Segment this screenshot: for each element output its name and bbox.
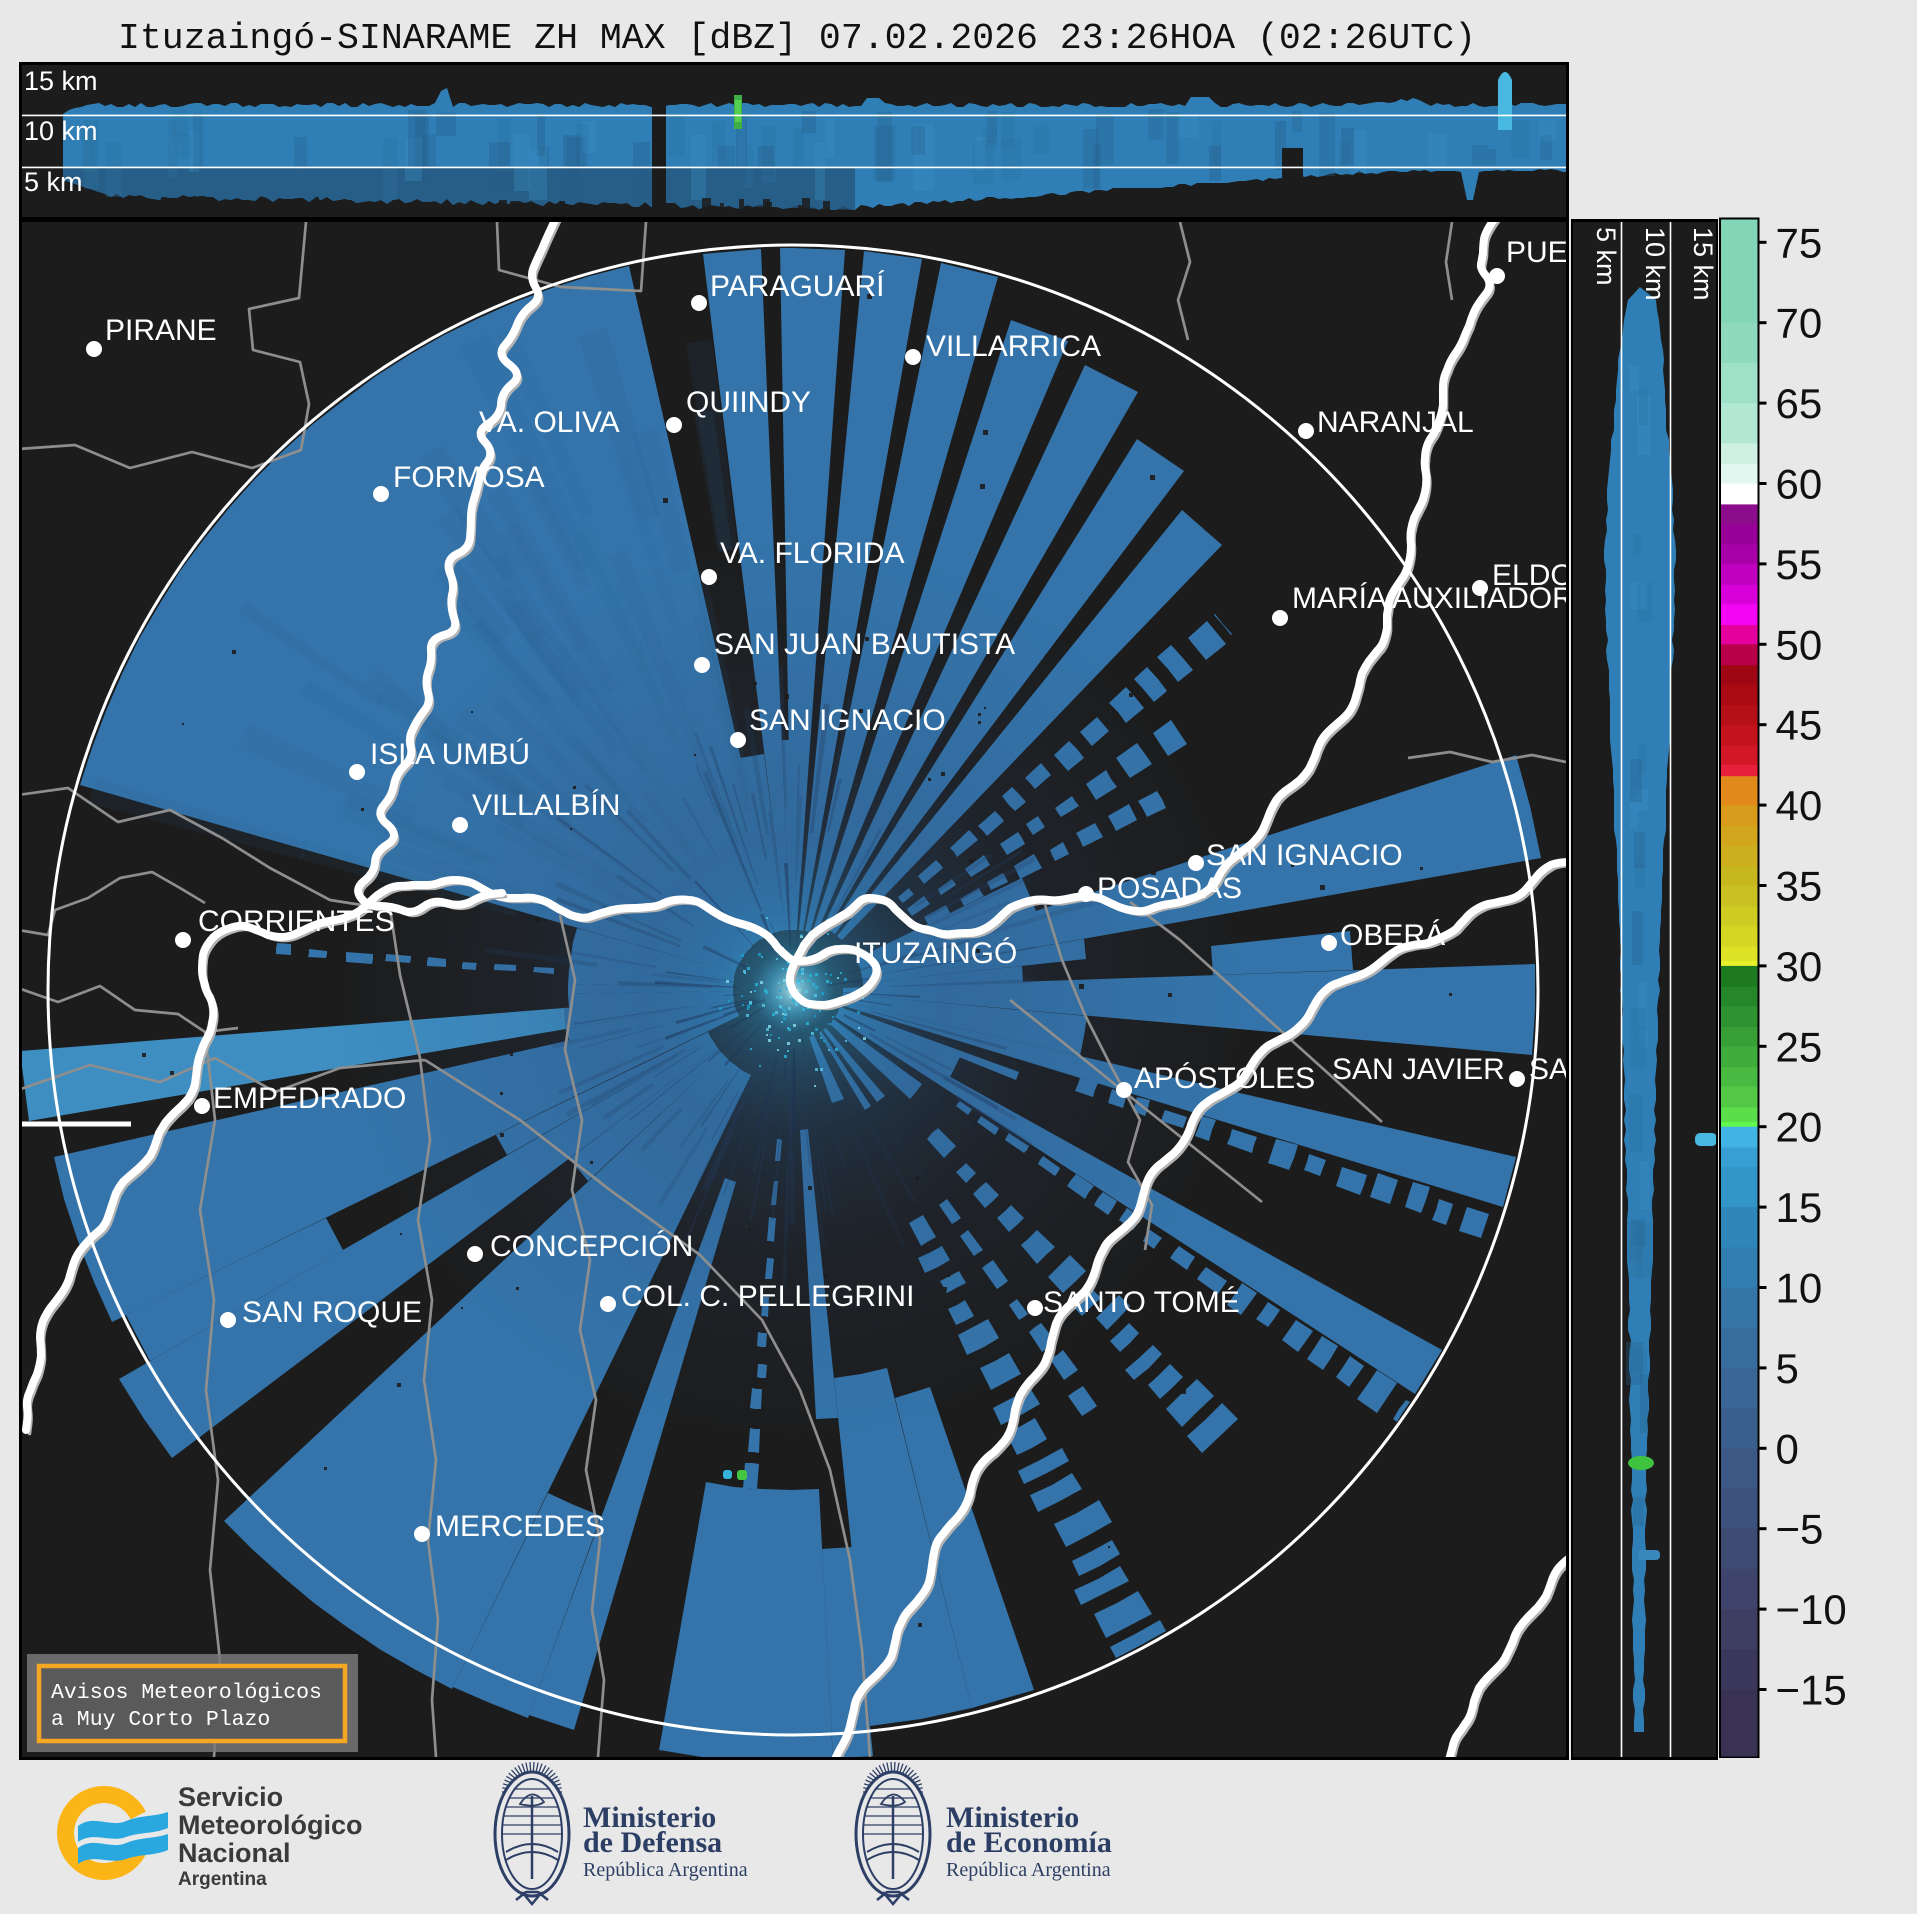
svg-text:55: 55 [1776,541,1823,588]
svg-text:a Muy Corto Plazo: a Muy Corto Plazo [51,1708,270,1732]
svg-text:de Economía: de Economía [946,1826,1112,1859]
svg-text:15: 15 [1776,1184,1823,1231]
svg-text:SANTO TOMÉ: SANTO TOMÉ [1043,1286,1240,1319]
svg-text:PUERTO RICO: PUERTO RICO [1506,236,1713,269]
svg-text:QUIINDY: QUIINDY [686,386,811,419]
svg-text:10 km: 10 km [1640,227,1670,301]
svg-text:10: 10 [1776,1265,1823,1312]
svg-text:−10: −10 [1776,1586,1847,1633]
svg-text:SAN: SAN [1529,1053,1591,1086]
svg-text:SAN IGNACIO: SAN IGNACIO [749,704,946,737]
svg-text:SAN JAVIER: SAN JAVIER [1332,1053,1505,1086]
svg-text:VA. FLORIDA: VA. FLORIDA [720,537,904,570]
svg-text:5: 5 [1776,1345,1799,1392]
svg-text:VA. OLIVA: VA. OLIVA [479,406,620,439]
svg-text:VILLARRICA: VILLARRICA [926,330,1101,363]
svg-text:Ituzaingó-SINARAME ZH MAX [dBZ: Ituzaingó-SINARAME ZH MAX [dBZ] 07.02.20… [118,18,1476,59]
svg-text:SAN JUAN BAUTISTA: SAN JUAN BAUTISTA [714,628,1015,661]
svg-text:25: 25 [1776,1023,1823,1070]
svg-text:EMPEDRADO: EMPEDRADO [213,1082,406,1115]
svg-text:50: 50 [1776,621,1823,668]
svg-text:15 km: 15 km [1688,227,1718,301]
svg-text:CONCEPCIÓN: CONCEPCIÓN [490,1230,693,1263]
svg-text:COL. C. PELLEGRINI: COL. C. PELLEGRINI [621,1280,914,1313]
svg-text:0: 0 [1776,1425,1799,1472]
svg-text:POSADAS: POSADAS [1097,872,1242,905]
svg-text:−15: −15 [1776,1667,1847,1714]
svg-text:ELDORADO: ELDORADO [1492,559,1660,592]
svg-text:FORMOSA: FORMOSA [393,461,545,494]
svg-text:60: 60 [1776,461,1823,508]
svg-text:ITUZAINGÓ: ITUZAINGÓ [854,937,1017,970]
svg-text:PARAGUARÍ: PARAGUARÍ [710,270,885,303]
svg-text:NARANJAL: NARANJAL [1317,406,1474,439]
svg-text:CORRIENTES: CORRIENTES [198,905,395,938]
svg-text:65: 65 [1776,380,1823,427]
svg-text:Argentina: Argentina [178,1869,267,1890]
svg-text:10 km: 10 km [24,116,98,146]
svg-text:20: 20 [1776,1104,1823,1151]
svg-text:MERCEDES: MERCEDES [435,1510,605,1543]
svg-text:5 km: 5 km [24,167,83,197]
svg-text:República Argentina: República Argentina [583,1859,748,1881]
svg-text:Ministerio: Ministerio [583,1801,716,1834]
svg-text:45: 45 [1776,702,1823,749]
svg-text:APÓSTOLES: APÓSTOLES [1134,1062,1315,1095]
svg-text:Ministerio: Ministerio [946,1801,1079,1834]
svg-text:Meteorológico: Meteorológico [178,1810,363,1840]
svg-text:SAN IGNACIO: SAN IGNACIO [1206,839,1403,872]
svg-text:70: 70 [1776,300,1823,347]
svg-text:Nacional: Nacional [178,1838,291,1868]
svg-text:PIRANE: PIRANE [105,314,217,347]
svg-text:15 km: 15 km [24,66,98,96]
svg-text:30: 30 [1776,943,1823,990]
svg-text:Servicio: Servicio [178,1782,283,1812]
svg-text:40: 40 [1776,782,1823,829]
svg-text:VILLALBÍN: VILLALBÍN [472,789,620,822]
svg-text:SAN ROQUE: SAN ROQUE [242,1296,422,1329]
svg-text:−5: −5 [1776,1506,1824,1553]
svg-text:75: 75 [1776,219,1823,266]
svg-text:República Argentina: República Argentina [946,1859,1111,1881]
svg-text:de Defensa: de Defensa [583,1826,722,1859]
svg-text:OBERÁ: OBERÁ [1340,919,1445,952]
svg-text:ISLA UMBÚ: ISLA UMBÚ [370,738,530,771]
svg-text:35: 35 [1776,863,1823,910]
svg-text:Avisos Meteorológicos: Avisos Meteorológicos [51,1681,322,1705]
svg-text:MARÍA AUXILIADORA: MARÍA AUXILIADORA [1292,582,1594,615]
svg-text:5 km: 5 km [1591,227,1621,286]
